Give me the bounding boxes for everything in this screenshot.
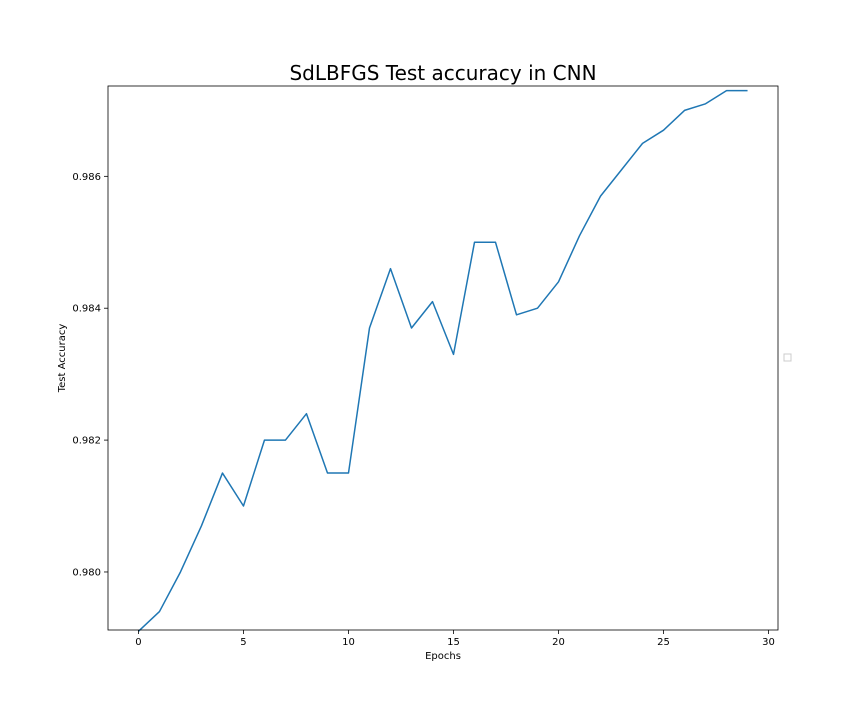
y-tick-label: 0.982 (72, 436, 101, 447)
y-tick-label: 0.986 (72, 172, 101, 183)
plot-area (107, 85, 779, 632)
y-tick-label: 0.980 (72, 567, 101, 578)
legend-box (783, 353, 792, 362)
x-tick-label: 0 (135, 637, 141, 648)
x-tick-label: 30 (762, 637, 775, 648)
y-axis-label: Test Accuracy (57, 324, 68, 394)
x-tick-label: 25 (657, 637, 670, 648)
x-axis-label: Epochs (425, 651, 461, 662)
chart-title: SdLBFGS Test accuracy in CNN (289, 61, 596, 85)
x-tick-label: 15 (447, 637, 460, 648)
y-tick-label: 0.984 (72, 304, 101, 315)
series-line-0 (137, 89, 748, 632)
x-tick-label: 20 (552, 637, 565, 648)
x-axis: 0 5 10 15 20 25 30 (135, 630, 775, 648)
x-tick-label: 5 (240, 637, 246, 648)
x-tick-label: 10 (342, 637, 355, 648)
y-axis: 0.980 0.982 0.984 0.986 (72, 172, 108, 578)
axes-frame (107, 85, 779, 631)
